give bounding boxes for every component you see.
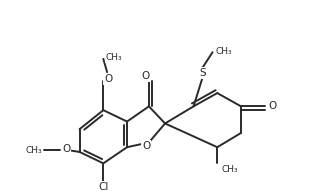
Text: O: O xyxy=(104,74,112,84)
Text: S: S xyxy=(200,68,207,78)
Text: Cl: Cl xyxy=(98,182,109,191)
Text: O: O xyxy=(62,144,70,154)
Text: CH₃: CH₃ xyxy=(105,53,122,62)
Text: O: O xyxy=(142,141,150,151)
Text: CH₃: CH₃ xyxy=(215,47,232,56)
Text: O: O xyxy=(141,71,149,81)
Text: CH₃: CH₃ xyxy=(26,146,42,155)
Text: CH₃: CH₃ xyxy=(221,165,238,174)
Text: O: O xyxy=(268,101,277,111)
